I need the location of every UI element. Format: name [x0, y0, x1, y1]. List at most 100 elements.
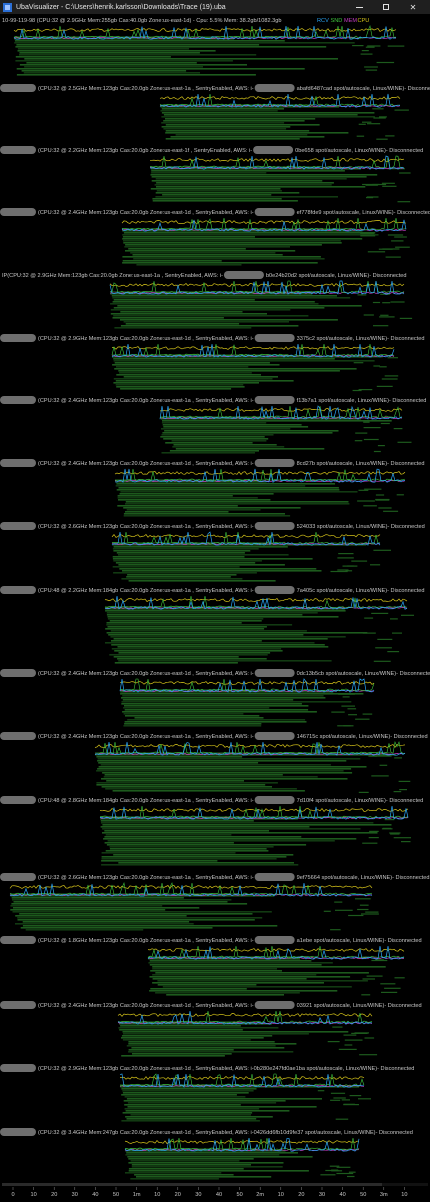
process-bar: [357, 500, 375, 502]
process-bar: [317, 1090, 325, 1092]
process-bar: [109, 620, 262, 622]
process-bar: [121, 1035, 273, 1037]
process-bar: [336, 1166, 351, 1168]
process-bar: [366, 975, 383, 977]
maximize-button[interactable]: [373, 0, 399, 14]
rcv-line: [114, 468, 406, 483]
session-15[interactable]: (CPU:32 @ 1.8GHz Mem:123gb Cas:20.0gb Zo…: [0, 936, 422, 996]
process-bar: [161, 428, 291, 430]
session-17[interactable]: (CPU:32 @ 2.9GHz Mem:123gb Cas:20.0gb Zo…: [0, 1064, 414, 1122]
cpu-line: [99, 808, 409, 813]
process-bar: [401, 614, 414, 616]
process-bar: [330, 929, 341, 931]
process-bar: [123, 507, 301, 509]
process-bar: [344, 1039, 363, 1041]
process-bar: [155, 178, 347, 180]
process-bar: [124, 1096, 246, 1098]
session-4[interactable]: (CPU:32 @ 2.4GHz Mem:123gb Cas:20.0gb Zo…: [0, 208, 430, 266]
session-aws-tail: 7d10f4 spot/autoscale, Linux/WINE): [297, 798, 386, 804]
session-5[interactable]: IP(CPU:32 @ 2.9GHz Mem:123gb Cas:20.0gb …: [2, 271, 413, 329]
timeline-canvas[interactable]: 10-99-119-98 (CPU:32 @ 2.9GHz Mem:255gb …: [0, 14, 430, 1180]
process-bar: [104, 830, 269, 832]
session-header: (CPU:32 @ 2.4GHz Mem:123gb Cas:20.0gb Zo…: [38, 461, 254, 467]
process-bar: [150, 166, 320, 168]
session-16[interactable]: (CPU:32 @ 2.4GHz Mem:123gb Cas:20.0gb Zo…: [0, 1001, 422, 1057]
process-bar: [118, 862, 294, 864]
title-bar[interactable]: UbaVisualizer - C:\Users\henrik.karlsson…: [0, 0, 430, 14]
process-bar: [101, 778, 348, 780]
process-bar: [380, 293, 390, 295]
session-3[interactable]: (CPU:32 @ 2.2GHz Mem:123gb Cas:20.0gb Zo…: [0, 146, 423, 203]
process-bar: [125, 1116, 273, 1118]
process-bar: [341, 1099, 350, 1101]
process-bar: [14, 40, 285, 42]
process-bar: [162, 424, 302, 426]
process-bar: [16, 44, 260, 46]
close-button[interactable]: ✕: [400, 0, 426, 14]
process-bar: [152, 968, 277, 970]
process-bar: [13, 907, 200, 909]
time-tick-label: 1m: [133, 1192, 141, 1198]
process-bar: [161, 452, 255, 454]
session-timeline[interactable]: 10-99-119-98 (CPU:32 @ 2.9GHz Mem:255gb …: [0, 14, 430, 1180]
session-10[interactable]: (CPU:48 @ 2.2GHz Mem:184gb Cas:20.0gb Zo…: [0, 586, 424, 664]
process-bar: [370, 564, 381, 566]
session-9[interactable]: (CPU:32 @ 2.6GHz Mem:123gb Cas:20.0gb Zo…: [0, 522, 425, 582]
horizontal-scrollbar[interactable]: [2, 1183, 428, 1186]
session-6[interactable]: (CPU:32 @ 2.9GHz Mem:123gb Cas:20.0gb Zo…: [0, 334, 424, 392]
process-bar: [391, 240, 404, 242]
session-14[interactable]: (CPU:32 @ 2.6GHz Mem:123gb Cas:20.0gb Zo…: [0, 873, 429, 931]
session-18[interactable]: (CPU:32 @ 3.4GHz Mem:247gb Cas:20.0gb Zo…: [0, 1128, 413, 1180]
process-bar: [149, 964, 322, 966]
process-bar: [16, 74, 256, 76]
process-bar: [163, 114, 358, 116]
process-bar: [116, 483, 336, 485]
process-bar: [392, 632, 402, 634]
process-bar: [348, 714, 357, 716]
process-bar: [106, 612, 318, 614]
process-bar: [105, 834, 232, 836]
process-bar: [364, 66, 378, 68]
process-bar: [110, 309, 291, 311]
process-bar: [117, 305, 362, 307]
session-aws-tail: 0dc13b5cb spot/autoscale, Linux/WINE): [297, 671, 397, 677]
session-1[interactable]: 10-99-119-98 (CPU:32 @ 2.9GHz Mem:255gb …: [2, 18, 405, 76]
process-bar: [115, 562, 256, 564]
process-bar: [365, 69, 378, 71]
session-7[interactable]: (CPU:32 @ 2.4GHz Mem:123gb Cas:20.0gb Zo…: [0, 396, 426, 454]
process-bar: [121, 578, 243, 580]
process-bar: [102, 832, 378, 834]
process-bar: [118, 487, 339, 489]
process-bar: [172, 446, 285, 448]
process-bar: [343, 1104, 359, 1106]
session-13[interactable]: (CPU:48 @ 2.8GHz Mem:184gb Cas:20.0gb Zo…: [0, 796, 423, 866]
scrollbar-thumb[interactable]: [2, 1183, 382, 1186]
session-header: (CPU:32 @ 1.8GHz Mem:123gb Cas:20.0gb Zo…: [38, 938, 254, 944]
process-bar: [372, 183, 387, 186]
process-bar: [401, 841, 411, 843]
minimize-button[interactable]: [346, 0, 372, 14]
session-8[interactable]: (CPU:32 @ 2.4GHz Mem:123gb Cas:20.0gb Zo…: [0, 459, 424, 517]
session-header: (CPU:32 @ 2.6GHz Mem:123gb Cas:20.0gb Zo…: [38, 524, 254, 530]
process-bar: [160, 416, 280, 418]
process-bar: [123, 515, 291, 517]
process-bar: [155, 992, 300, 994]
session-2[interactable]: (CPU:32 @ 2.5GHz Mem:123gb Cas:20.0gb Zo…: [0, 84, 430, 140]
session-aws-tail: 0be658 spot/autoscale, Linux/WINE): [295, 148, 386, 154]
snd-line: [111, 343, 395, 357]
session-header: (CPU:32 @ 2.5GHz Mem:123gb Cas:20.0gb Zo…: [38, 86, 254, 92]
session-11[interactable]: (CPU:32 @ 2.4GHz Mem:123gb Cas:20.0gb Zo…: [0, 669, 430, 727]
session-12[interactable]: (CPU:32 @ 2.4GHz Mem:123gb Cas:20.0gb Zo…: [0, 732, 428, 793]
redacted-machine-name: [0, 334, 36, 342]
process-bar: [156, 186, 366, 188]
process-bar: [112, 558, 313, 560]
process-bar: [337, 569, 349, 571]
process-bar: [101, 860, 218, 862]
process-bar: [17, 50, 216, 52]
process-bar: [354, 1032, 369, 1034]
process-bar: [125, 250, 296, 252]
process-bar: [109, 846, 274, 848]
process-bar: [123, 513, 286, 515]
process-bar: [161, 126, 291, 128]
process-bar: [12, 899, 232, 901]
